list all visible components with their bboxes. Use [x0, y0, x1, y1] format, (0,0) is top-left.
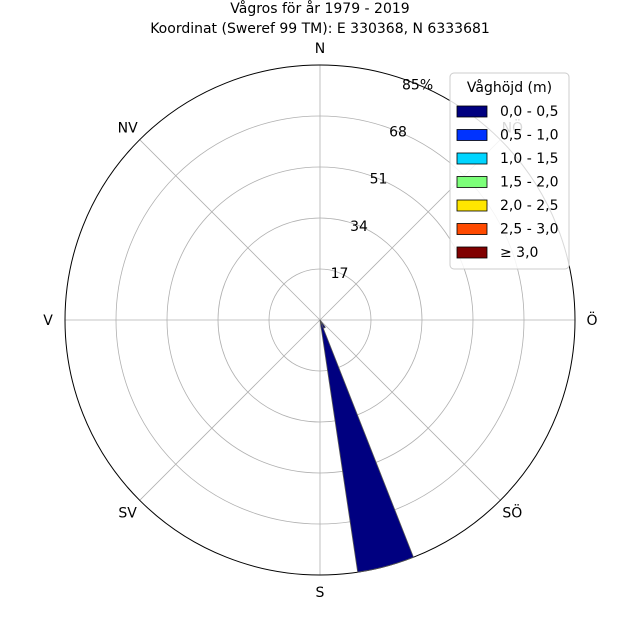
wave-sectors — [319, 319, 414, 573]
grid-spoke — [319, 319, 501, 501]
legend-swatch — [456, 246, 488, 259]
legend-label: 2,0 - 2,5 — [500, 198, 558, 214]
grid-spoke — [139, 139, 321, 321]
wave-sector — [319, 319, 326, 329]
legend-label: 2,5 - 3,0 — [500, 222, 558, 238]
legend-swatch — [456, 152, 488, 165]
legend-label: 1,0 - 1,5 — [500, 151, 558, 167]
legend-swatch — [456, 223, 488, 235]
legend-label: 1,5 - 2,0 — [500, 175, 558, 191]
chart-subtitle: Koordinat (Sweref 99 TM): E 330368, N 63… — [150, 21, 490, 37]
chart-title: Vågros för år 1979 - 2019 — [230, 0, 409, 17]
radial-tick-label: 68 — [389, 125, 407, 141]
radial-tick-label: 17 — [331, 266, 349, 282]
radial-tick-label: 85% — [402, 77, 433, 93]
outer-ring — [64, 64, 576, 576]
radial-tick-label: 34 — [350, 219, 368, 235]
legend-box — [449, 72, 570, 270]
direction-label: S — [316, 585, 325, 601]
radial-tick-label: 51 — [370, 172, 388, 188]
legend: Våghöjd (m) 0,0 - 0,5 0,5 - 1,0 1,0 - 1,5 1,… — [449, 72, 570, 270]
radial-tick-labels: 17 34 51 68 85% — [331, 77, 434, 281]
direction-label: Ö — [586, 311, 597, 329]
legend-title: Våghöjd (m) — [467, 79, 552, 96]
legend-label: 0,5 - 1,0 — [500, 128, 558, 144]
legend-swatch — [456, 176, 488, 188]
legend-label: ≥ 3,0 — [500, 245, 538, 261]
legend-swatch — [456, 199, 488, 212]
direction-label: V — [43, 313, 53, 329]
polar-grid — [64, 64, 576, 576]
wave-sector — [319, 319, 414, 573]
direction-label: N — [315, 41, 325, 57]
direction-label: SV — [118, 505, 137, 521]
grid-spoke — [139, 319, 321, 501]
direction-label: SÖ — [502, 503, 522, 521]
legend-label: 0,0 - 0,5 — [500, 104, 558, 120]
direction-label: NV — [118, 121, 138, 137]
legend-swatch — [456, 105, 488, 118]
legend-swatch — [456, 129, 488, 141]
